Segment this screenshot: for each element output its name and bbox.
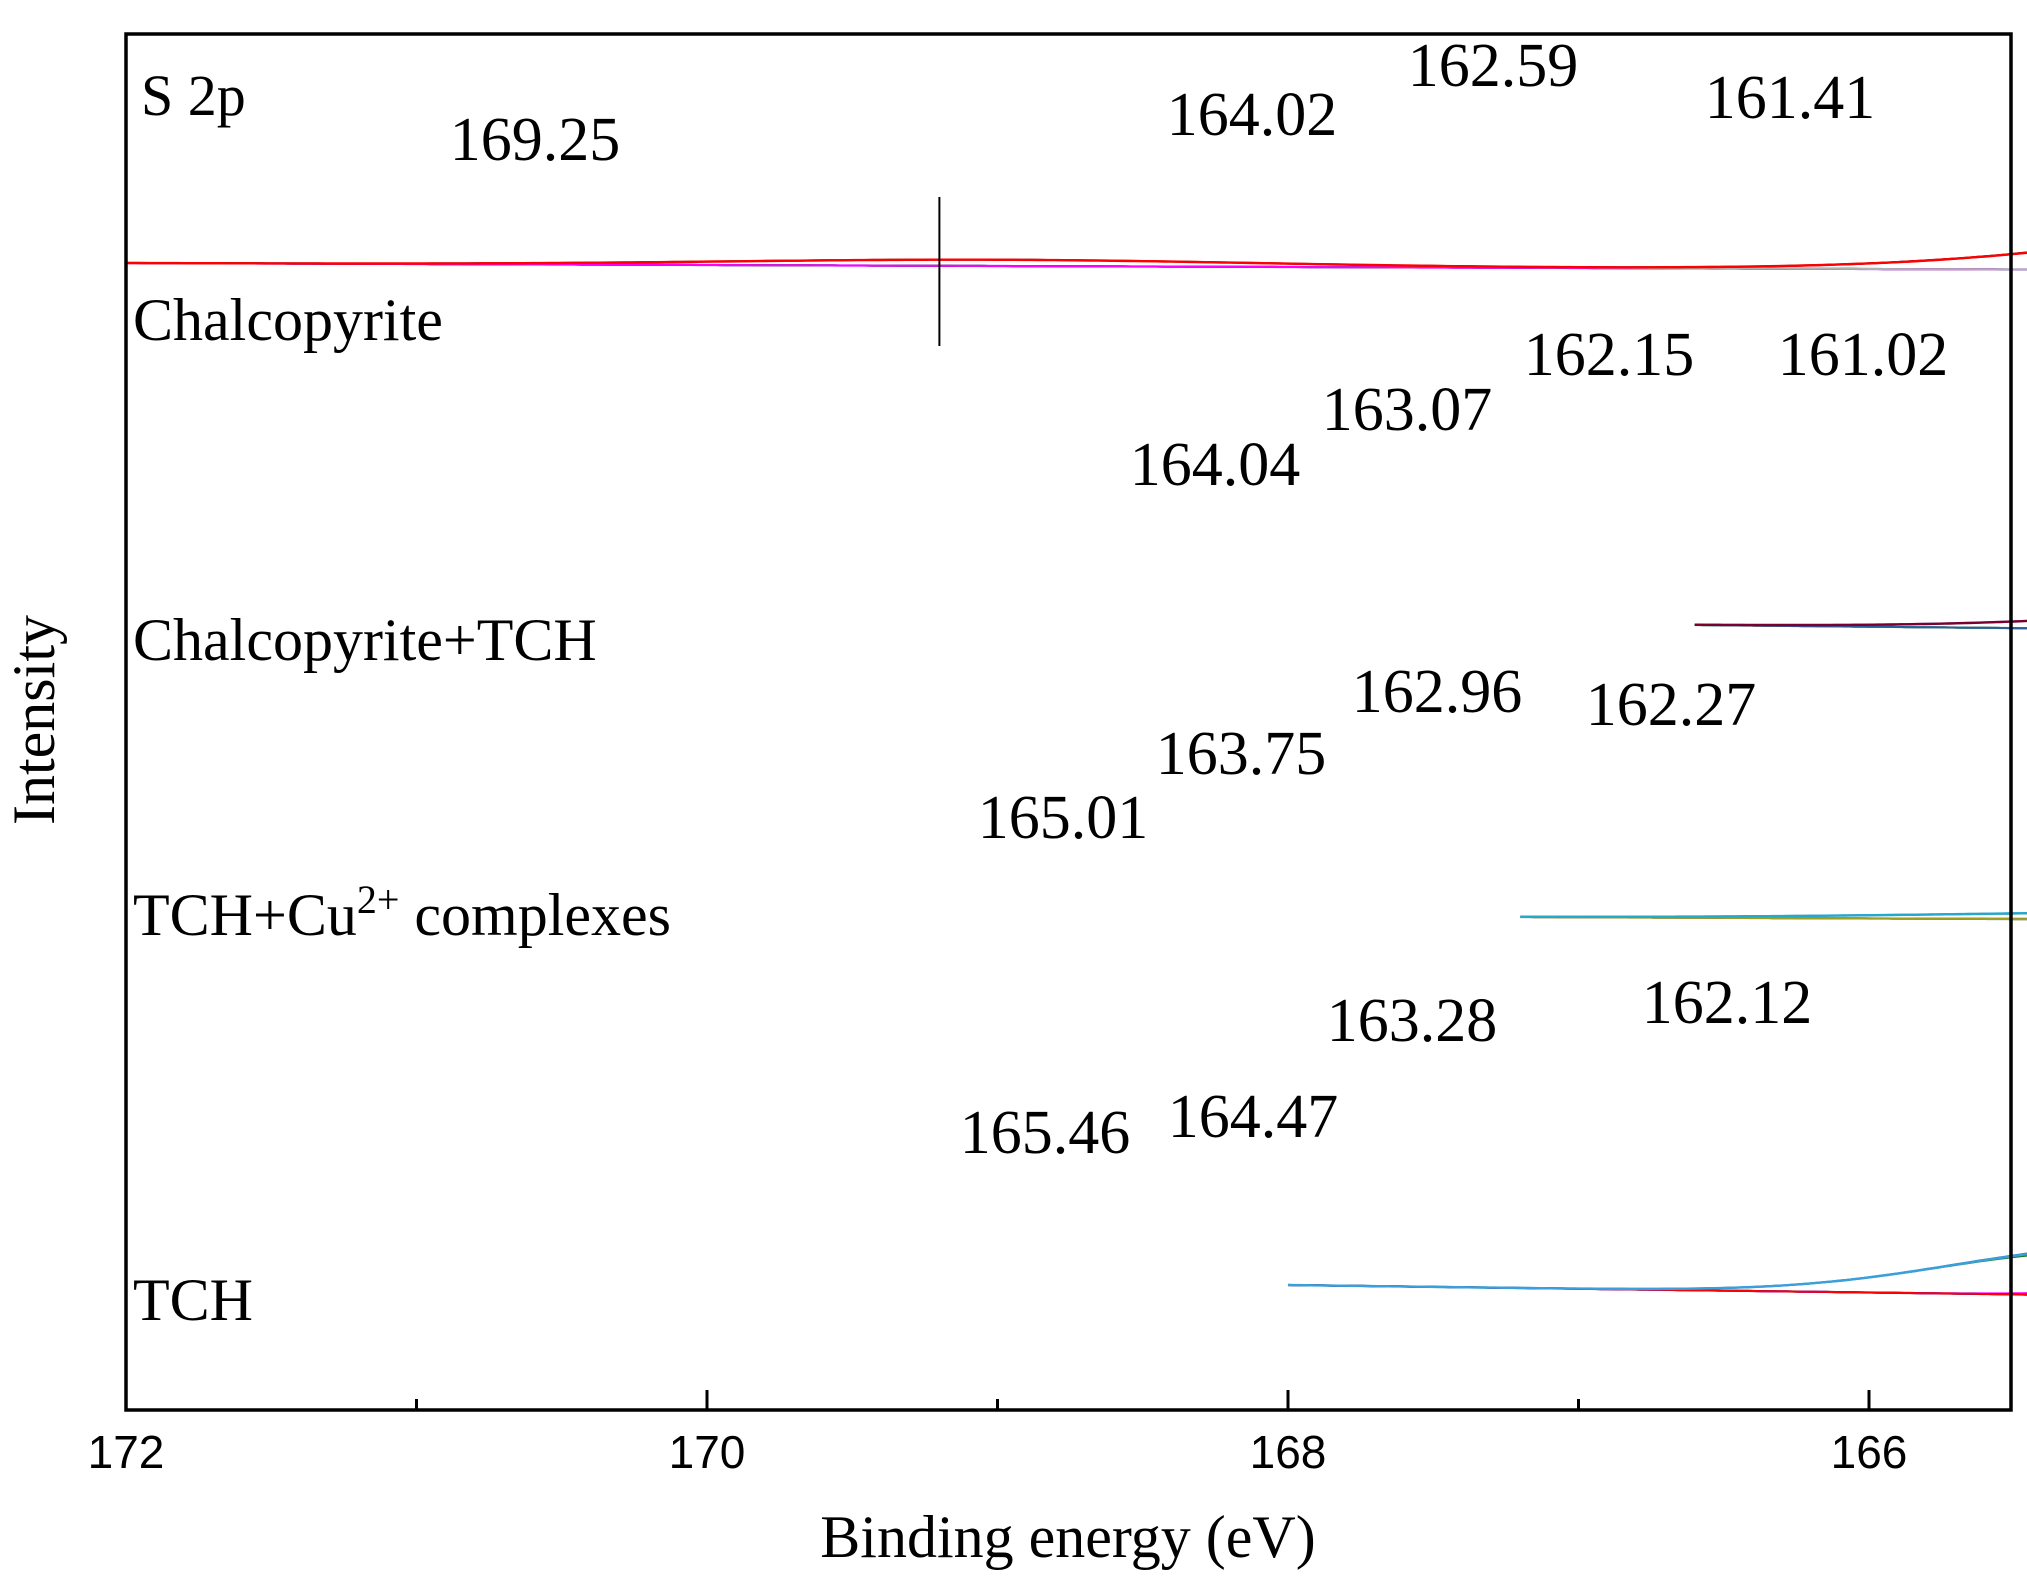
component-curve-161.41 bbox=[126, 262, 2027, 271]
component-curve-164.47 bbox=[1287, 1284, 2027, 1295]
x-axis-title: Binding energy (eV) bbox=[820, 1504, 1315, 1570]
component-curve-163.07 bbox=[1694, 624, 2027, 630]
peak-label-163.75: 163.75 bbox=[1156, 720, 1327, 788]
component-curve-165.46 bbox=[1287, 1254, 2027, 1290]
sample-label-main: TCH+Cu bbox=[133, 882, 357, 948]
y-axis-title: Intensity bbox=[1, 615, 67, 825]
peak-label-161.41: 161.41 bbox=[1705, 64, 1876, 132]
component-curve-162.15 bbox=[1694, 624, 2027, 630]
raw-spectrum-curve bbox=[1520, 912, 2027, 918]
peak-label-162.59: 162.59 bbox=[1408, 32, 1579, 100]
sample-label: TCH bbox=[133, 1267, 253, 1333]
peak-label-162.96: 162.96 bbox=[1352, 658, 1523, 726]
plot-frame bbox=[124, 32, 2013, 1412]
peak-label-163.28: 163.28 bbox=[1327, 987, 1498, 1055]
raw-spectrum-curve bbox=[126, 251, 2027, 269]
raw-spectrum-curve bbox=[1694, 619, 2027, 626]
spectra-curves-layer bbox=[126, 251, 2027, 1296]
sample-label-superscript: 2+ bbox=[357, 877, 400, 922]
sample-label-main: Chalcopyrite+TCH bbox=[133, 607, 597, 673]
x-axis-ticks: 172170168166164162160 bbox=[88, 1390, 1908, 1478]
fitted-envelope-curve bbox=[1287, 1252, 2027, 1291]
raw-spectrum-curve bbox=[1287, 1252, 2027, 1290]
component-curve-163.28 bbox=[1287, 1284, 2027, 1296]
peak-labels-layer: 169.25 164.02 162.59 161.41 164.04 163.07 162.… bbox=[450, 32, 1949, 1167]
peak-label-165.01: 165.01 bbox=[978, 784, 1149, 852]
fitted-envelope-curve bbox=[1694, 619, 2027, 627]
peak-label-162.12: 162.12 bbox=[1642, 969, 1813, 1037]
sample-label-tail: complexes bbox=[399, 882, 671, 948]
peak-label-162.15: 162.15 bbox=[1524, 321, 1695, 389]
peak-label-162.27: 162.27 bbox=[1586, 671, 1757, 739]
peak-label-169.25: 169.25 bbox=[450, 106, 621, 174]
x-tick-label: 170 bbox=[669, 1426, 746, 1478]
peak-label-164.47: 164.47 bbox=[1168, 1083, 1339, 1151]
peak-label-165.46: 165.46 bbox=[960, 1099, 1131, 1167]
peak-label-164.04: 164.04 bbox=[1130, 431, 1301, 499]
sample-label: Chalcopyrite+TCH bbox=[133, 607, 597, 673]
component-curve-162.59 bbox=[126, 262, 2027, 271]
peak-markers-layer bbox=[938, 197, 941, 346]
x-tick-label: 172 bbox=[88, 1426, 165, 1478]
component-curve-162.27 bbox=[1520, 916, 2027, 921]
sample-label-main: Chalcopyrite bbox=[133, 287, 443, 353]
peak-label-164.02: 164.02 bbox=[1167, 81, 1338, 149]
sample-labels-layer: Chalcopyrite Chalcopyrite+TCH TCH+Cu2+ com… bbox=[133, 287, 671, 1333]
fitted-envelope-curve bbox=[1520, 911, 2027, 918]
x-tick-label: 166 bbox=[1831, 1426, 1908, 1478]
x-tick-label: 168 bbox=[1250, 1426, 1327, 1478]
component-curve-161.02 bbox=[1694, 624, 2027, 630]
sample-label: Chalcopyrite bbox=[133, 287, 443, 353]
sample-label-main: TCH bbox=[133, 1267, 253, 1333]
sample-label: TCH+Cu2+ complexes bbox=[133, 877, 671, 948]
peak-label-161.02: 161.02 bbox=[1778, 321, 1949, 389]
panel-label: S 2p bbox=[141, 63, 246, 128]
fitted-envelope-curve bbox=[126, 251, 2027, 269]
component-curve-162.12 bbox=[1287, 1284, 2027, 1296]
peak-label-163.07: 163.07 bbox=[1322, 376, 1493, 444]
